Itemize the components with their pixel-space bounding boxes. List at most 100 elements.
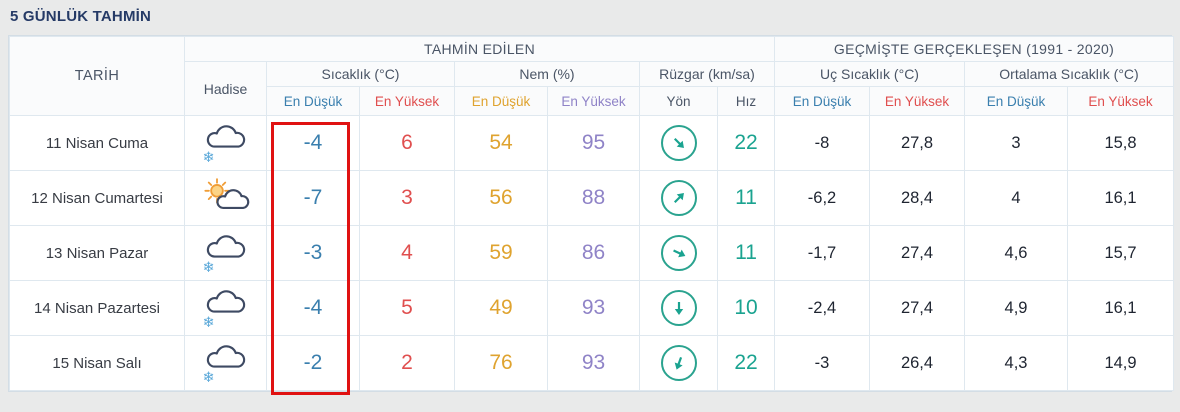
- group-header-forecast: TAHMİN EDİLEN: [184, 36, 775, 62]
- humidity-min-cell: 56: [454, 170, 548, 226]
- snow-cloud-icon: ❄: [186, 343, 266, 383]
- wind-speed-cell: 10: [717, 280, 775, 336]
- humidity-max-cell: 93: [547, 280, 640, 336]
- date-cell: 11 Nisan Cuma: [9, 115, 185, 171]
- past-average-max-cell: 16,1: [1067, 280, 1174, 336]
- column-header-average-min: En Düşük: [964, 86, 1068, 116]
- sun-cloud-icon: [186, 178, 266, 218]
- humidity-max-cell: 95: [547, 115, 640, 171]
- wind-speed-cell: 11: [717, 170, 775, 226]
- wind-direction-cell: [639, 115, 718, 171]
- wind-speed-cell: 22: [717, 335, 775, 391]
- column-header-humidity-min: En Düşük: [454, 86, 548, 116]
- past-average-min-cell: 4,3: [964, 335, 1068, 391]
- table-header: TARİH TAHMİN EDİLEN GEÇMİŞTE GERÇEKLEŞEN…: [9, 36, 1174, 116]
- snow-cloud-icon: ❄: [186, 233, 266, 273]
- humidity-min-cell: 59: [454, 225, 548, 281]
- column-header-date: TARİH: [9, 36, 185, 116]
- past-extreme-max-cell: 27,4: [869, 280, 965, 336]
- condition-cell: ❄: [184, 225, 267, 281]
- temp-min-cell: -4: [266, 280, 360, 336]
- temp-max-cell: 3: [359, 170, 455, 226]
- wind-direction-cell: [639, 225, 718, 281]
- svg-text:❄: ❄: [202, 315, 214, 328]
- past-average-min-cell: 3: [964, 115, 1068, 171]
- humidity-max-cell: 93: [547, 335, 640, 391]
- past-extreme-min-cell: -2,4: [774, 280, 870, 336]
- svg-text:❄: ❄: [202, 260, 214, 273]
- column-header-extreme-max: En Yüksek: [869, 86, 965, 116]
- past-extreme-max-cell: 27,4: [869, 225, 965, 281]
- condition-cell: ❄: [184, 280, 267, 336]
- column-header-average-max: En Yüksek: [1067, 86, 1174, 116]
- past-average-min-cell: 4: [964, 170, 1068, 226]
- humidity-min-cell: 49: [454, 280, 548, 336]
- date-cell: 15 Nisan Salı: [9, 335, 185, 391]
- past-extreme-max-cell: 27,8: [869, 115, 965, 171]
- past-extreme-min-cell: -8: [774, 115, 870, 171]
- wind-direction-cell: [639, 335, 718, 391]
- condition-cell: ❄: [184, 115, 267, 171]
- svg-text:❄: ❄: [202, 370, 214, 383]
- table-row: 14 Nisan Pazartesi ❄ -4 5 49 93: [9, 280, 1174, 336]
- temp-min-cell: -2: [266, 335, 360, 391]
- wind-direction-icon: [660, 125, 697, 161]
- column-header-temp-min: En Düşük: [266, 86, 360, 116]
- temp-max-cell: 5: [359, 280, 455, 336]
- table-row: 13 Nisan Pazar ❄ -3 4 59 86: [9, 225, 1174, 281]
- group-header-extreme-temp: Uç Sıcaklık (°C): [774, 61, 965, 87]
- snow-cloud-icon: ❄: [186, 123, 266, 163]
- temp-min-cell: -7: [266, 170, 360, 226]
- past-average-min-cell: 4,9: [964, 280, 1068, 336]
- past-extreme-max-cell: 28,4: [869, 170, 965, 226]
- date-cell: 13 Nisan Pazar: [9, 225, 185, 281]
- humidity-min-cell: 76: [454, 335, 548, 391]
- condition-cell: [184, 170, 267, 226]
- date-cell: 12 Nisan Cumartesi: [9, 170, 185, 226]
- column-header-humidity-max: En Yüksek: [547, 86, 640, 116]
- wind-direction-icon: [660, 345, 697, 381]
- column-header-wind-direction: Yön: [639, 86, 718, 116]
- past-extreme-min-cell: -1,7: [774, 225, 870, 281]
- humidity-min-cell: 54: [454, 115, 548, 171]
- group-header-past: GEÇMİŞTE GERÇEKLEŞEN (1991 - 2020): [774, 36, 1174, 62]
- wind-direction-icon: [660, 290, 697, 326]
- table-row: 15 Nisan Salı ❄ -2 2 76 93: [9, 335, 1174, 391]
- group-header-wind: Rüzgar (km/sa): [639, 61, 775, 87]
- humidity-max-cell: 88: [547, 170, 640, 226]
- temp-max-cell: 4: [359, 225, 455, 281]
- wind-direction-icon: [660, 235, 697, 271]
- table-row: 11 Nisan Cuma ❄ -4 6 54 95: [9, 115, 1174, 171]
- condition-cell: ❄: [184, 335, 267, 391]
- past-extreme-max-cell: 26,4: [869, 335, 965, 391]
- wind-direction-icon: [660, 180, 697, 216]
- date-cell: 14 Nisan Pazartesi: [9, 280, 185, 336]
- past-average-max-cell: 15,7: [1067, 225, 1174, 281]
- humidity-max-cell: 86: [547, 225, 640, 281]
- past-average-max-cell: 14,9: [1067, 335, 1174, 391]
- temp-max-cell: 2: [359, 335, 455, 391]
- forecast-table-container: TARİH TAHMİN EDİLEN GEÇMİŞTE GERÇEKLEŞEN…: [8, 35, 1174, 392]
- past-average-min-cell: 4,6: [964, 225, 1068, 281]
- past-average-max-cell: 16,1: [1067, 170, 1174, 226]
- snow-cloud-icon: ❄: [186, 288, 266, 328]
- temp-min-cell: -3: [266, 225, 360, 281]
- wind-direction-cell: [639, 170, 718, 226]
- column-header-wind-speed: Hız: [717, 86, 775, 116]
- svg-text:❄: ❄: [202, 150, 214, 163]
- past-extreme-min-cell: -6,2: [774, 170, 870, 226]
- past-average-max-cell: 15,8: [1067, 115, 1174, 171]
- column-header-temp-max: En Yüksek: [359, 86, 455, 116]
- table-row: 12 Nisan Cumartesi: [9, 170, 1174, 226]
- forecast-table: TARİH TAHMİN EDİLEN GEÇMİŞTE GERÇEKLEŞEN…: [9, 36, 1174, 391]
- page-title: 5 GÜNLÜK TAHMİN: [10, 8, 152, 25]
- group-header-humidity: Nem (%): [454, 61, 640, 87]
- past-extreme-min-cell: -3: [774, 335, 870, 391]
- column-header-extreme-min: En Düşük: [774, 86, 870, 116]
- temp-max-cell: 6: [359, 115, 455, 171]
- wind-speed-cell: 22: [717, 115, 775, 171]
- group-header-temperature: Sıcaklık (°C): [266, 61, 455, 87]
- wind-speed-cell: 11: [717, 225, 775, 281]
- group-header-average-temp: Ortalama Sıcaklık (°C): [964, 61, 1174, 87]
- column-header-condition: Hadise: [184, 61, 267, 116]
